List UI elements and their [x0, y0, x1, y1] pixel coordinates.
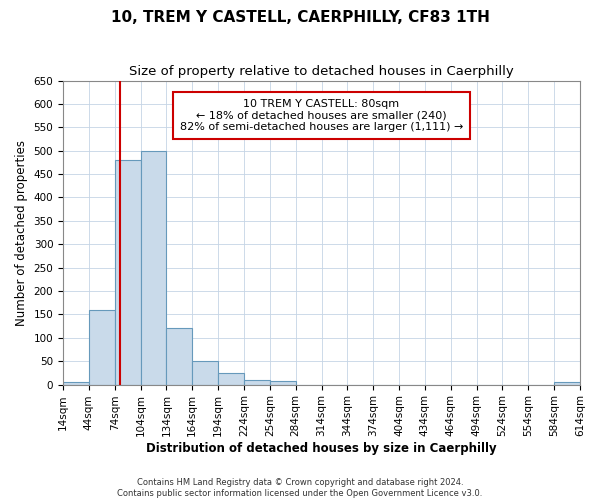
Title: Size of property relative to detached houses in Caerphilly: Size of property relative to detached ho…: [129, 65, 514, 78]
Text: Contains HM Land Registry data © Crown copyright and database right 2024.
Contai: Contains HM Land Registry data © Crown c…: [118, 478, 482, 498]
Bar: [244, 380, 270, 384]
Text: 10, TREM Y CASTELL, CAERPHILLY, CF83 1TH: 10, TREM Y CASTELL, CAERPHILLY, CF83 1TH: [110, 10, 490, 25]
Bar: [192, 361, 218, 384]
Text: 10 TREM Y CASTELL: 80sqm
← 18% of detached houses are smaller (240)
82% of semi-: 10 TREM Y CASTELL: 80sqm ← 18% of detach…: [180, 99, 463, 132]
Bar: [89, 310, 115, 384]
Bar: [554, 382, 580, 384]
Bar: [63, 382, 89, 384]
Bar: [166, 328, 192, 384]
X-axis label: Distribution of detached houses by size in Caerphilly: Distribution of detached houses by size …: [146, 442, 497, 455]
Bar: [270, 381, 296, 384]
Bar: [218, 373, 244, 384]
Bar: [140, 150, 166, 384]
Bar: [115, 160, 140, 384]
Y-axis label: Number of detached properties: Number of detached properties: [15, 140, 28, 326]
